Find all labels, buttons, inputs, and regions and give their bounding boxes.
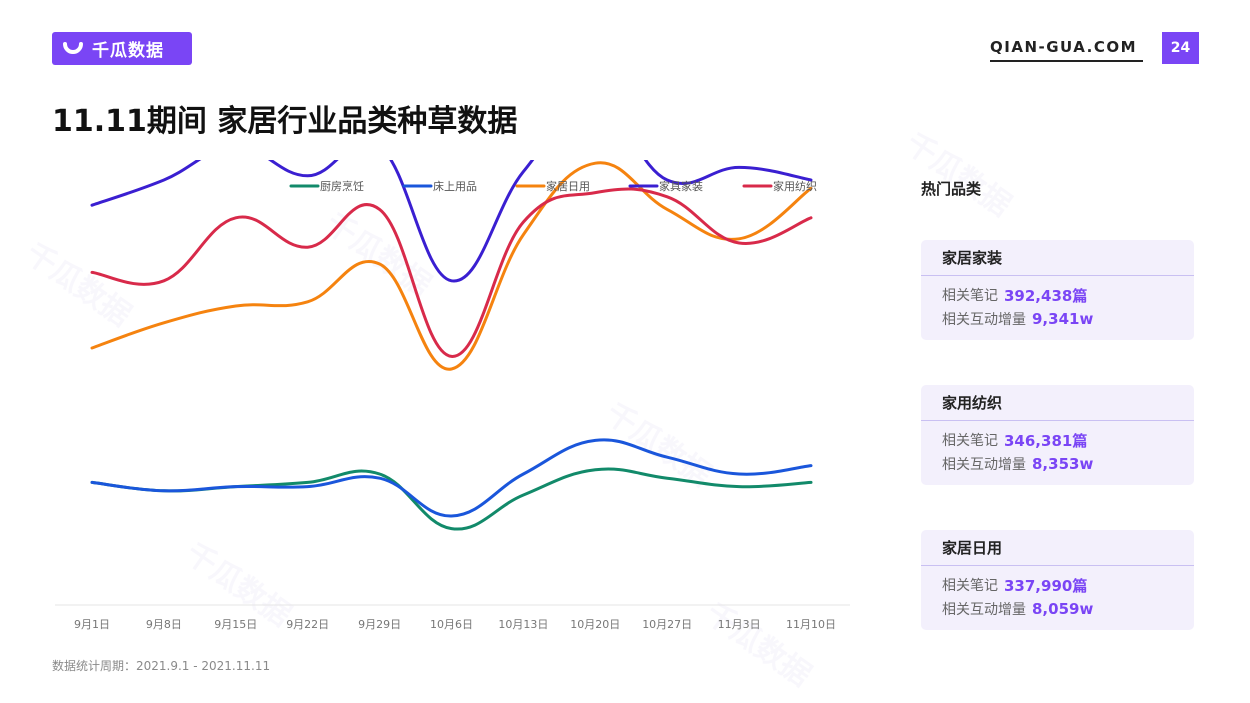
series-line-5 [90, 187, 813, 358]
legend-label: 家具家装 [659, 179, 703, 193]
interaction-value: 9,341w [1032, 310, 1094, 328]
interaction-label: 相关互动增量 [942, 312, 1026, 328]
notes-row: 相关笔记 392,438篇 [921, 283, 1194, 307]
legend-label: 床上用品 [433, 179, 477, 193]
notes-label: 相关笔记 [942, 433, 998, 449]
notes-row: 相关笔记 346,381篇 [921, 428, 1194, 452]
hot-categories-title: 热门品类 [921, 180, 982, 198]
x-tick-label: 11月10日 [786, 618, 836, 631]
site-underline [990, 60, 1143, 62]
series-line-2 [90, 438, 813, 518]
x-tick-label: 10月6日 [430, 618, 473, 631]
category-card: 家用纺织 相关笔记 346,381篇 相关互动增量 8,353w [921, 385, 1194, 485]
interaction-row: 相关互动增量 8,059w [921, 597, 1194, 621]
series-line-3 [90, 161, 813, 371]
logo-text: 千瓜数据 [92, 41, 164, 61]
interaction-row: 相关互动增量 8,353w [921, 452, 1194, 476]
brand-logo: 千瓜数据 [52, 32, 192, 65]
category-card: 家居日用 相关笔记 337,990篇 相关互动增量 8,059w [921, 530, 1194, 630]
page-number: 24 [1162, 32, 1199, 64]
interaction-row: 相关互动增量 9,341w [921, 307, 1194, 331]
x-tick-label: 9月1日 [74, 618, 110, 631]
legend-item[interactable]: 家居日用 [515, 179, 590, 193]
line-chart: 9月1日 9月8日 9月15日 9月22日 9月29日 10月6日 10月13日 10月20日… [55, 160, 850, 631]
data-period-note: 数据统计周期：2021.9.1 - 2021.11.11 [52, 659, 271, 673]
x-tick-label: 9月8日 [146, 618, 182, 631]
series-line-4 [90, 160, 813, 283]
card-title: 家居日用 [921, 530, 1194, 566]
x-tick-label: 11月3日 [718, 618, 761, 631]
x-tick-label: 9月22日 [286, 618, 329, 631]
legend-item[interactable]: 家用纺织 [742, 179, 817, 193]
x-tick-label: 10月13日 [498, 618, 548, 631]
x-tick-label: 9月29日 [358, 618, 401, 631]
legend-item[interactable]: 家具家装 [628, 179, 703, 193]
x-tick-label: 10月27日 [642, 618, 692, 631]
card-title: 家居家装 [921, 240, 1194, 276]
series-line-1 [90, 467, 813, 531]
notes-value: 346,381篇 [1004, 431, 1088, 450]
legend-item[interactable]: 床上用品 [402, 179, 477, 193]
page-title: 11.11期间 家居行业品类种草数据 [52, 104, 518, 139]
legend-item[interactable]: 厨房烹饪 [289, 179, 364, 193]
x-tick-label: 10月20日 [570, 618, 620, 631]
site-url: QIAN-GUA.COM [990, 38, 1138, 56]
x-tick-label: 9月15日 [214, 618, 257, 631]
interaction-value: 8,059w [1032, 600, 1094, 618]
interaction-label: 相关互动增量 [942, 602, 1026, 618]
card-title: 家用纺织 [921, 385, 1194, 421]
qiangua-logo-icon [63, 41, 83, 54]
interaction-label: 相关互动增量 [942, 457, 1026, 473]
notes-value: 392,438篇 [1004, 286, 1088, 305]
legend-label: 家居日用 [546, 179, 590, 193]
notes-label: 相关笔记 [942, 288, 998, 304]
legend-label: 厨房烹饪 [320, 179, 364, 193]
interaction-value: 8,353w [1032, 455, 1094, 473]
legend-label: 家用纺织 [773, 179, 817, 193]
category-card: 家居家装 相关笔记 392,438篇 相关互动增量 9,341w [921, 240, 1194, 340]
watermark: 千瓜数据 [898, 126, 1018, 224]
notes-label: 相关笔记 [942, 578, 998, 594]
notes-row: 相关笔记 337,990篇 [921, 573, 1194, 597]
notes-value: 337,990篇 [1004, 576, 1088, 595]
